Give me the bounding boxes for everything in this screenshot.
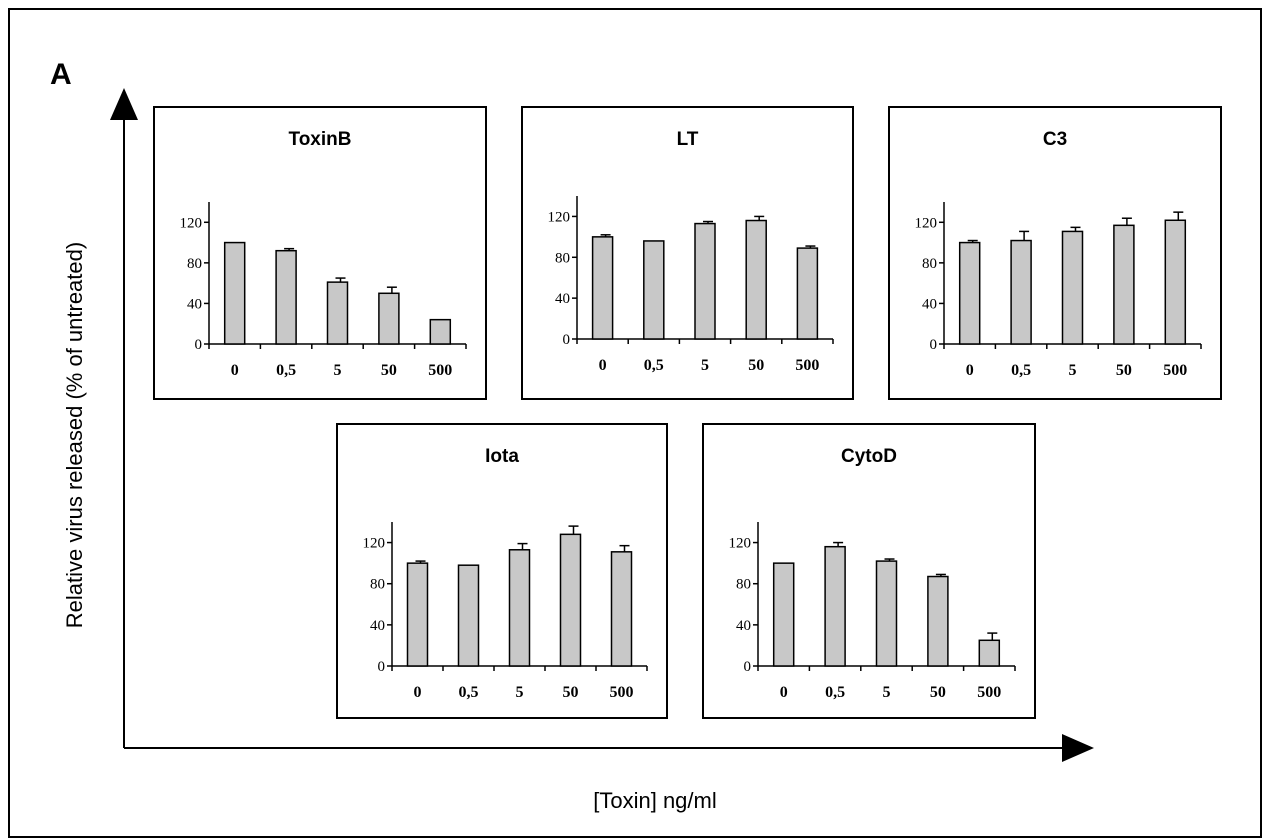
x-tick-label: 0,5 bbox=[1011, 362, 1031, 379]
panel-letter: A bbox=[50, 58, 72, 91]
y-tick-label: 80 bbox=[922, 256, 937, 272]
bar-0 bbox=[223, 241, 246, 345]
bar-5 bbox=[1061, 230, 1084, 345]
y-tick-label: 80 bbox=[555, 250, 570, 266]
y-tick-label: 0 bbox=[744, 659, 752, 675]
bar-0,5 bbox=[1010, 239, 1032, 345]
x-tick-label: 500 bbox=[428, 362, 452, 379]
x-tick-label: 0,5 bbox=[459, 684, 479, 701]
bar-500 bbox=[978, 639, 1001, 667]
bar-0 bbox=[591, 236, 614, 340]
bar-50 bbox=[927, 575, 949, 667]
bar-0,5 bbox=[275, 249, 297, 345]
chart-panel-c3: C3 0 40 80 120 0 0,5 5 50 500 bbox=[888, 106, 1222, 400]
panel-title: LT bbox=[677, 129, 699, 150]
y-axis-label: Relative virus released (% of untreated) bbox=[62, 242, 87, 628]
y-tick-label: 40 bbox=[555, 291, 570, 307]
y-tick-label: 0 bbox=[563, 332, 571, 348]
bar-0 bbox=[958, 241, 981, 345]
x-tick-label: 0 bbox=[599, 357, 607, 374]
x-tick-label: 50 bbox=[563, 684, 579, 701]
x-tick-label: 0,5 bbox=[644, 357, 664, 374]
y-tick-label: 120 bbox=[548, 209, 571, 225]
chart-panel-toxinb: ToxinB 0 40 80 120 0 0,5 5 50 500 bbox=[153, 106, 487, 400]
bar-50 bbox=[745, 219, 767, 340]
x-tick-label: 0 bbox=[414, 684, 422, 701]
x-tick-label: 500 bbox=[1163, 362, 1187, 379]
y-tick-label: 40 bbox=[370, 618, 385, 634]
bar-0,5 bbox=[643, 240, 665, 340]
x-tick-label: 500 bbox=[977, 684, 1001, 701]
chart-panel-lt: LT 0 40 80 120 0 0,5 5 50 500 bbox=[521, 106, 854, 400]
y-tick-label: 120 bbox=[180, 215, 203, 231]
y-tick-label: 40 bbox=[922, 296, 937, 312]
bar-500 bbox=[796, 247, 819, 340]
x-tick-label: 0,5 bbox=[825, 684, 845, 701]
x-tick-label: 50 bbox=[1116, 362, 1132, 379]
chart-panel-cytod: CytoD 0 40 80 120 0 0,5 5 50 500 bbox=[702, 423, 1036, 719]
y-tick-label: 80 bbox=[187, 256, 202, 272]
panel-title: C3 bbox=[1043, 129, 1067, 150]
big-y-arrowhead bbox=[110, 88, 138, 120]
bar-0 bbox=[772, 562, 795, 667]
x-tick-label: 5 bbox=[883, 684, 891, 701]
x-tick-label: 50 bbox=[930, 684, 946, 701]
x-tick-label: 0,5 bbox=[276, 362, 296, 379]
y-tick-label: 120 bbox=[915, 215, 938, 231]
panel-frame bbox=[153, 106, 487, 400]
panel-title: ToxinB bbox=[289, 129, 352, 150]
bar-5 bbox=[326, 281, 349, 345]
x-tick-label: 0 bbox=[966, 362, 974, 379]
panel-title: CytoD bbox=[841, 446, 897, 467]
y-tick-label: 0 bbox=[378, 659, 386, 675]
y-tick-label: 80 bbox=[370, 577, 385, 593]
x-tick-label: 50 bbox=[748, 357, 764, 374]
x-tick-label: 5 bbox=[516, 684, 524, 701]
bar-500 bbox=[1164, 219, 1187, 345]
y-tick-label: 40 bbox=[736, 618, 751, 634]
bar-5 bbox=[694, 222, 716, 340]
x-tick-label: 5 bbox=[334, 362, 342, 379]
bar-5 bbox=[875, 560, 898, 667]
y-tick-label: 120 bbox=[729, 536, 752, 552]
bar-500 bbox=[429, 318, 452, 345]
x-tick-label: 0 bbox=[231, 362, 239, 379]
bar-500 bbox=[610, 551, 633, 667]
bar-5 bbox=[508, 549, 531, 667]
y-tick-label: 120 bbox=[363, 536, 386, 552]
bar-0,5 bbox=[457, 564, 480, 667]
bar-0,5 bbox=[824, 545, 846, 667]
x-tick-label: 5 bbox=[701, 357, 709, 374]
x-tick-label: 0 bbox=[780, 684, 788, 701]
panel-frame bbox=[702, 423, 1036, 719]
y-tick-label: 0 bbox=[195, 337, 203, 353]
bar-50 bbox=[1113, 224, 1135, 345]
bar-50 bbox=[559, 533, 582, 667]
big-x-arrowhead bbox=[1062, 734, 1094, 762]
x-axis-label: [Toxin] ng/ml bbox=[593, 788, 717, 813]
y-tick-label: 40 bbox=[187, 296, 202, 312]
x-tick-label: 500 bbox=[795, 357, 819, 374]
x-tick-label: 50 bbox=[381, 362, 397, 379]
bar-50 bbox=[378, 292, 400, 345]
panel-title: Iota bbox=[485, 446, 519, 467]
y-tick-label: 80 bbox=[736, 577, 751, 593]
x-tick-label: 500 bbox=[610, 684, 634, 701]
chart-panel-iota: Iota 0 40 80 120 0 0,5 5 50 500 bbox=[336, 423, 668, 719]
bar-0 bbox=[406, 562, 429, 667]
x-tick-label: 5 bbox=[1069, 362, 1077, 379]
y-tick-label: 0 bbox=[930, 337, 938, 353]
